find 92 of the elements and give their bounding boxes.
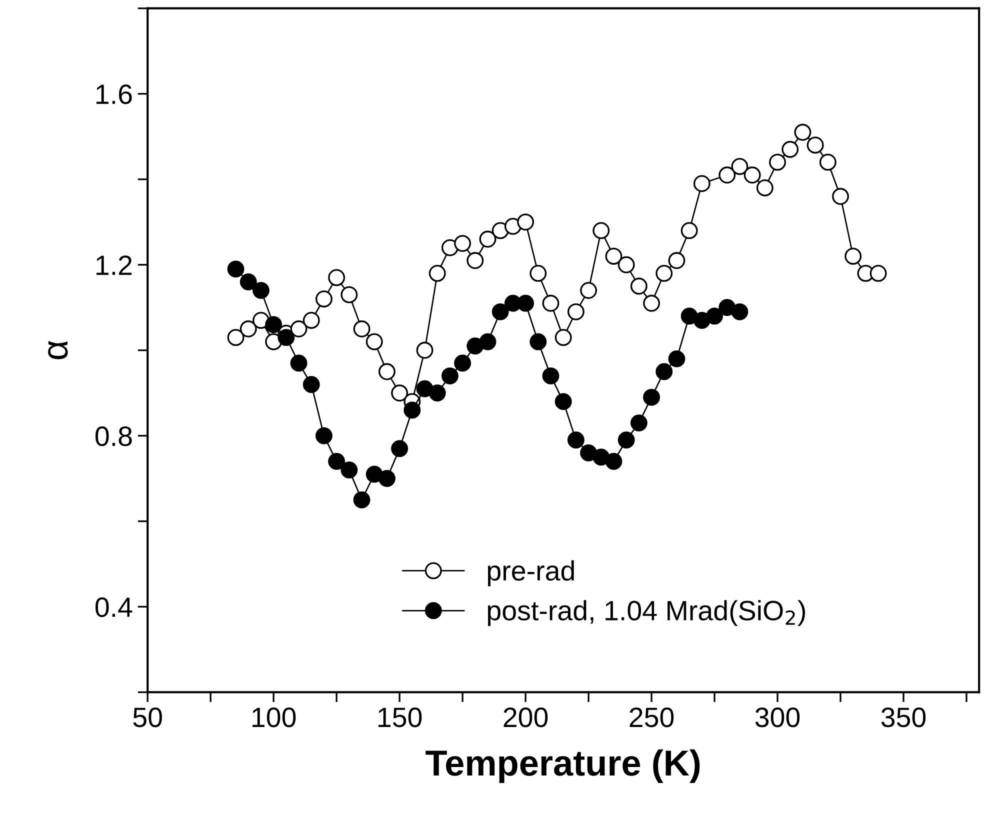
point [731, 303, 748, 320]
point [492, 303, 509, 320]
point [227, 260, 244, 278]
point [227, 328, 244, 346]
point [479, 333, 496, 350]
point [265, 316, 282, 334]
point [844, 248, 862, 265]
point [643, 388, 660, 406]
x-tick-label: 100 [252, 708, 296, 728]
x-axis-title: Temperature (K) [426, 749, 700, 784]
point [618, 256, 635, 274]
point [252, 282, 270, 299]
point [580, 282, 598, 299]
point [517, 294, 534, 312]
point [643, 294, 660, 312]
point [466, 338, 484, 354]
point [278, 328, 295, 346]
point [428, 384, 446, 402]
point [630, 278, 648, 295]
point [391, 384, 408, 402]
x-tick-label: 200 [504, 708, 548, 728]
point [328, 269, 346, 286]
point [353, 320, 370, 338]
point [517, 214, 534, 231]
point [416, 342, 434, 359]
y-tick-label: 1.2 [96, 255, 132, 275]
point [592, 222, 610, 240]
point [316, 290, 332, 308]
point [302, 312, 320, 329]
y-tick-label: 0.4 [95, 597, 132, 618]
point [290, 354, 308, 372]
point [819, 154, 836, 171]
y-axis-title: α [48, 340, 68, 360]
point [706, 308, 723, 325]
point [240, 273, 257, 290]
point [782, 140, 799, 158]
x-tick-label: 250 [630, 708, 674, 728]
point [542, 367, 560, 384]
point [605, 452, 622, 470]
point [806, 136, 824, 154]
point [680, 222, 698, 240]
point [353, 491, 370, 508]
point [530, 264, 547, 282]
point [794, 124, 812, 141]
legend-label: pre-rad [488, 560, 574, 586]
point [769, 154, 786, 171]
point [391, 440, 408, 458]
point [656, 264, 673, 282]
point [618, 432, 635, 449]
point [731, 158, 748, 175]
point [668, 350, 686, 368]
point [441, 367, 458, 384]
point [378, 470, 396, 487]
point [554, 393, 572, 410]
x-tick-label: 300 [755, 708, 800, 728]
point [567, 303, 584, 320]
legend-label: post-rad, 1.04 Mrad(SiO$_{2}$) [488, 600, 806, 626]
point [530, 333, 547, 350]
point [302, 376, 320, 393]
point [340, 461, 358, 478]
point [316, 427, 332, 444]
point [479, 230, 496, 248]
point [870, 264, 887, 282]
point [832, 188, 849, 205]
point [718, 166, 736, 184]
point [680, 308, 698, 325]
point [668, 252, 686, 269]
point [605, 248, 622, 265]
point [328, 452, 346, 470]
point [454, 234, 472, 252]
point [693, 175, 710, 192]
y-tick-label: 1.6 [96, 84, 132, 104]
point [542, 294, 560, 312]
point [744, 166, 761, 184]
x-tick-label: 50 [133, 708, 162, 728]
point [404, 402, 421, 419]
point [366, 333, 383, 350]
x-tick-label: 350 [881, 708, 926, 728]
point [378, 363, 396, 380]
point [466, 252, 484, 269]
point [290, 320, 308, 338]
point [340, 286, 358, 304]
point [240, 320, 257, 338]
x-tick-label: 150 [378, 708, 422, 728]
y-tick-label: 0.8 [95, 426, 132, 446]
point [567, 432, 584, 449]
point [756, 179, 774, 196]
point [554, 328, 572, 346]
point [656, 363, 673, 380]
point [428, 264, 446, 282]
point [630, 414, 648, 432]
point [454, 354, 472, 372]
